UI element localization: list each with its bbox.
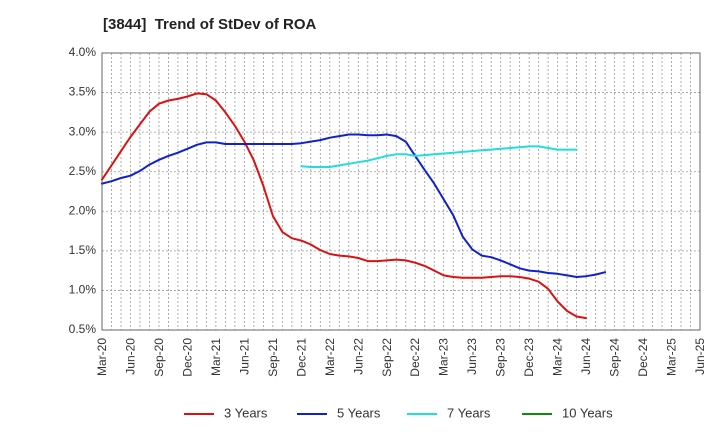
x-tick-label: Dec-20	[180, 338, 194, 377]
x-tick-label: Dec-23	[522, 338, 536, 377]
x-tick-label: Mar-23	[437, 338, 451, 376]
y-tick-label: 2.0%	[69, 203, 97, 217]
x-tick-label: Sep-23	[494, 338, 508, 377]
x-tick-label: Jun-25	[693, 338, 707, 375]
plot-area	[102, 53, 700, 330]
y-tick-label: 1.0%	[69, 283, 97, 297]
legend-label: 7 Years	[447, 405, 491, 420]
x-tick-label: Mar-20	[95, 338, 109, 376]
x-tick-label: Dec-24	[636, 338, 650, 377]
x-tick-label: Mar-25	[665, 338, 679, 376]
x-tick-label: Jun-22	[351, 338, 365, 375]
x-tick-label: Sep-20	[152, 338, 166, 377]
x-tick-label: Jun-21	[237, 338, 251, 375]
y-tick-label: 3.5%	[69, 85, 97, 99]
y-tick-label: 3.0%	[69, 124, 97, 138]
x-tick-label: Jun-24	[579, 338, 593, 375]
x-tick-label: Dec-21	[294, 338, 308, 377]
legend-label: 3 Years	[224, 405, 268, 420]
y-tick-label: 2.5%	[69, 164, 97, 178]
y-tick-label: 1.5%	[69, 243, 97, 257]
x-tick-label: Sep-21	[266, 338, 280, 377]
x-tick-label: Mar-24	[551, 338, 565, 376]
x-tick-label: Mar-22	[323, 338, 337, 376]
x-tick-label: Sep-24	[608, 338, 622, 377]
y-tick-label: 0.5%	[69, 322, 97, 336]
chart-title: [3844] Trend of StDev of ROA	[103, 16, 317, 33]
series-line-5-years	[101, 133, 607, 278]
x-tick-label: Mar-21	[209, 338, 223, 376]
x-tick-label: Dec-22	[408, 338, 422, 377]
x-tick-label: Sep-22	[380, 338, 394, 377]
legend-label: 5 Years	[337, 405, 381, 420]
y-tick-label: 4.0%	[69, 45, 97, 59]
x-tick-label: Jun-20	[123, 338, 137, 375]
series-line-7-years	[300, 145, 578, 168]
series-line-3-years	[101, 92, 588, 320]
x-tick-label: Jun-23	[465, 338, 479, 375]
legend-label: 10 Years	[562, 405, 613, 420]
plot-border	[101, 52, 701, 331]
